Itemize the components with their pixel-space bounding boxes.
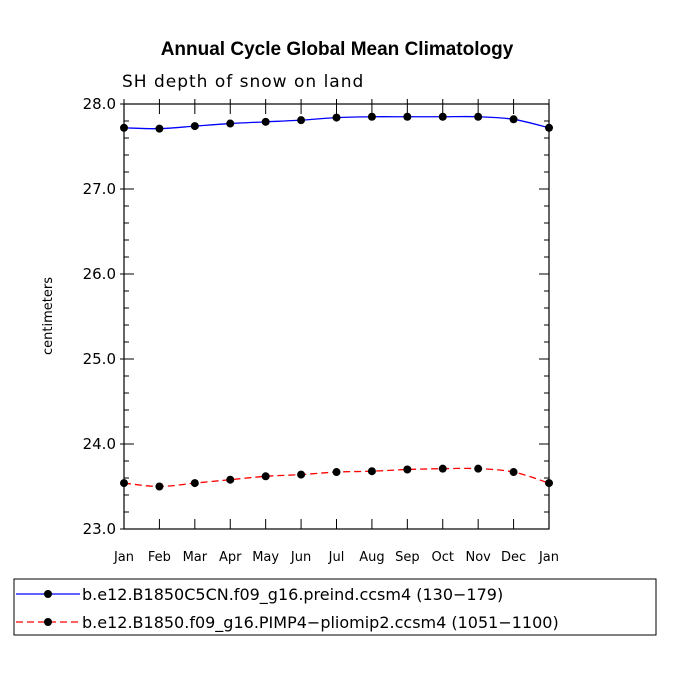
series-layer	[120, 112, 553, 491]
x-tick-label: Jun	[290, 550, 311, 565]
x-tick-label: Jul	[328, 550, 345, 565]
axis-ticks	[120, 99, 550, 530]
series-1-point-dec	[509, 115, 518, 124]
legend-label-series-1: b.e12.B1850C5CN.f09_g16.preind.ccsm4 (13…	[82, 585, 503, 605]
legend-label-series-2: b.e12.B1850.f09_g16.PIMP4−pliomip2.ccsm4…	[82, 613, 559, 633]
series-1-point-oct	[438, 112, 447, 121]
axis-tick-labels: 23.0 24.0 25.0 26.0 27.0 28.0 Jan Feb Mar Apr May J…	[83, 95, 559, 565]
y-tick-label: 23.0	[83, 520, 116, 538]
y-tick-label: 26.0	[83, 265, 116, 283]
x-tick-label: Apr	[219, 550, 242, 565]
x-tick-label: Nov	[465, 550, 491, 565]
plot-frame	[123, 103, 550, 530]
legend-marker-series-2	[44, 618, 52, 626]
chart-title: Annual Cycle Global Mean Climatology	[161, 39, 514, 60]
series-2-point-may	[261, 472, 270, 481]
x-tick-label: Dec	[501, 550, 526, 565]
legend-box	[13, 578, 657, 636]
series-2-point-jun	[297, 470, 306, 479]
x-tick-label: May	[252, 550, 279, 565]
series-1-point-apr	[226, 119, 235, 128]
series-2-point-nov	[474, 464, 483, 473]
y-tick-label: 24.0	[83, 435, 116, 453]
series-1-point-sep	[403, 112, 412, 121]
series-2-point-oct	[438, 464, 447, 473]
chart-subtitle: SH depth of snow on land	[122, 72, 364, 92]
x-tick-label: Jan	[538, 550, 559, 565]
x-tick-label: Aug	[359, 550, 384, 565]
series-2-point-dec	[509, 468, 518, 477]
series-1-point-may	[261, 117, 270, 126]
series-2-point-aug	[367, 467, 376, 476]
series-1-point-jun	[297, 116, 306, 125]
y-tick-label: 28.0	[83, 95, 116, 113]
legend-marker-series-1	[44, 590, 52, 598]
series-2-point-feb	[155, 482, 164, 491]
series-2-point-apr	[226, 475, 235, 484]
series-1-point-feb	[155, 124, 164, 133]
legend: b.e12.B1850C5CN.f09_g16.preind.ccsm4 (13…	[13, 578, 657, 636]
series-1-point-aug	[367, 112, 376, 121]
x-tick-label: Oct	[432, 550, 454, 565]
x-tick-label: Mar	[183, 550, 208, 565]
y-axis-label: centimeters	[41, 277, 56, 355]
y-tick-label: 25.0	[83, 350, 116, 368]
series-1-point-mar	[190, 122, 199, 131]
x-tick-label: Feb	[148, 550, 171, 565]
series-2-point-mar	[190, 479, 199, 488]
y-tick-label: 27.0	[83, 180, 116, 198]
x-tick-label: Sep	[395, 550, 420, 565]
x-tick-label: Jan	[113, 550, 134, 565]
series-1-point-nov	[474, 112, 483, 121]
series-1-point-jul	[332, 113, 341, 122]
series-2-point-sep	[403, 465, 412, 474]
series-2-point-jul	[332, 468, 341, 477]
